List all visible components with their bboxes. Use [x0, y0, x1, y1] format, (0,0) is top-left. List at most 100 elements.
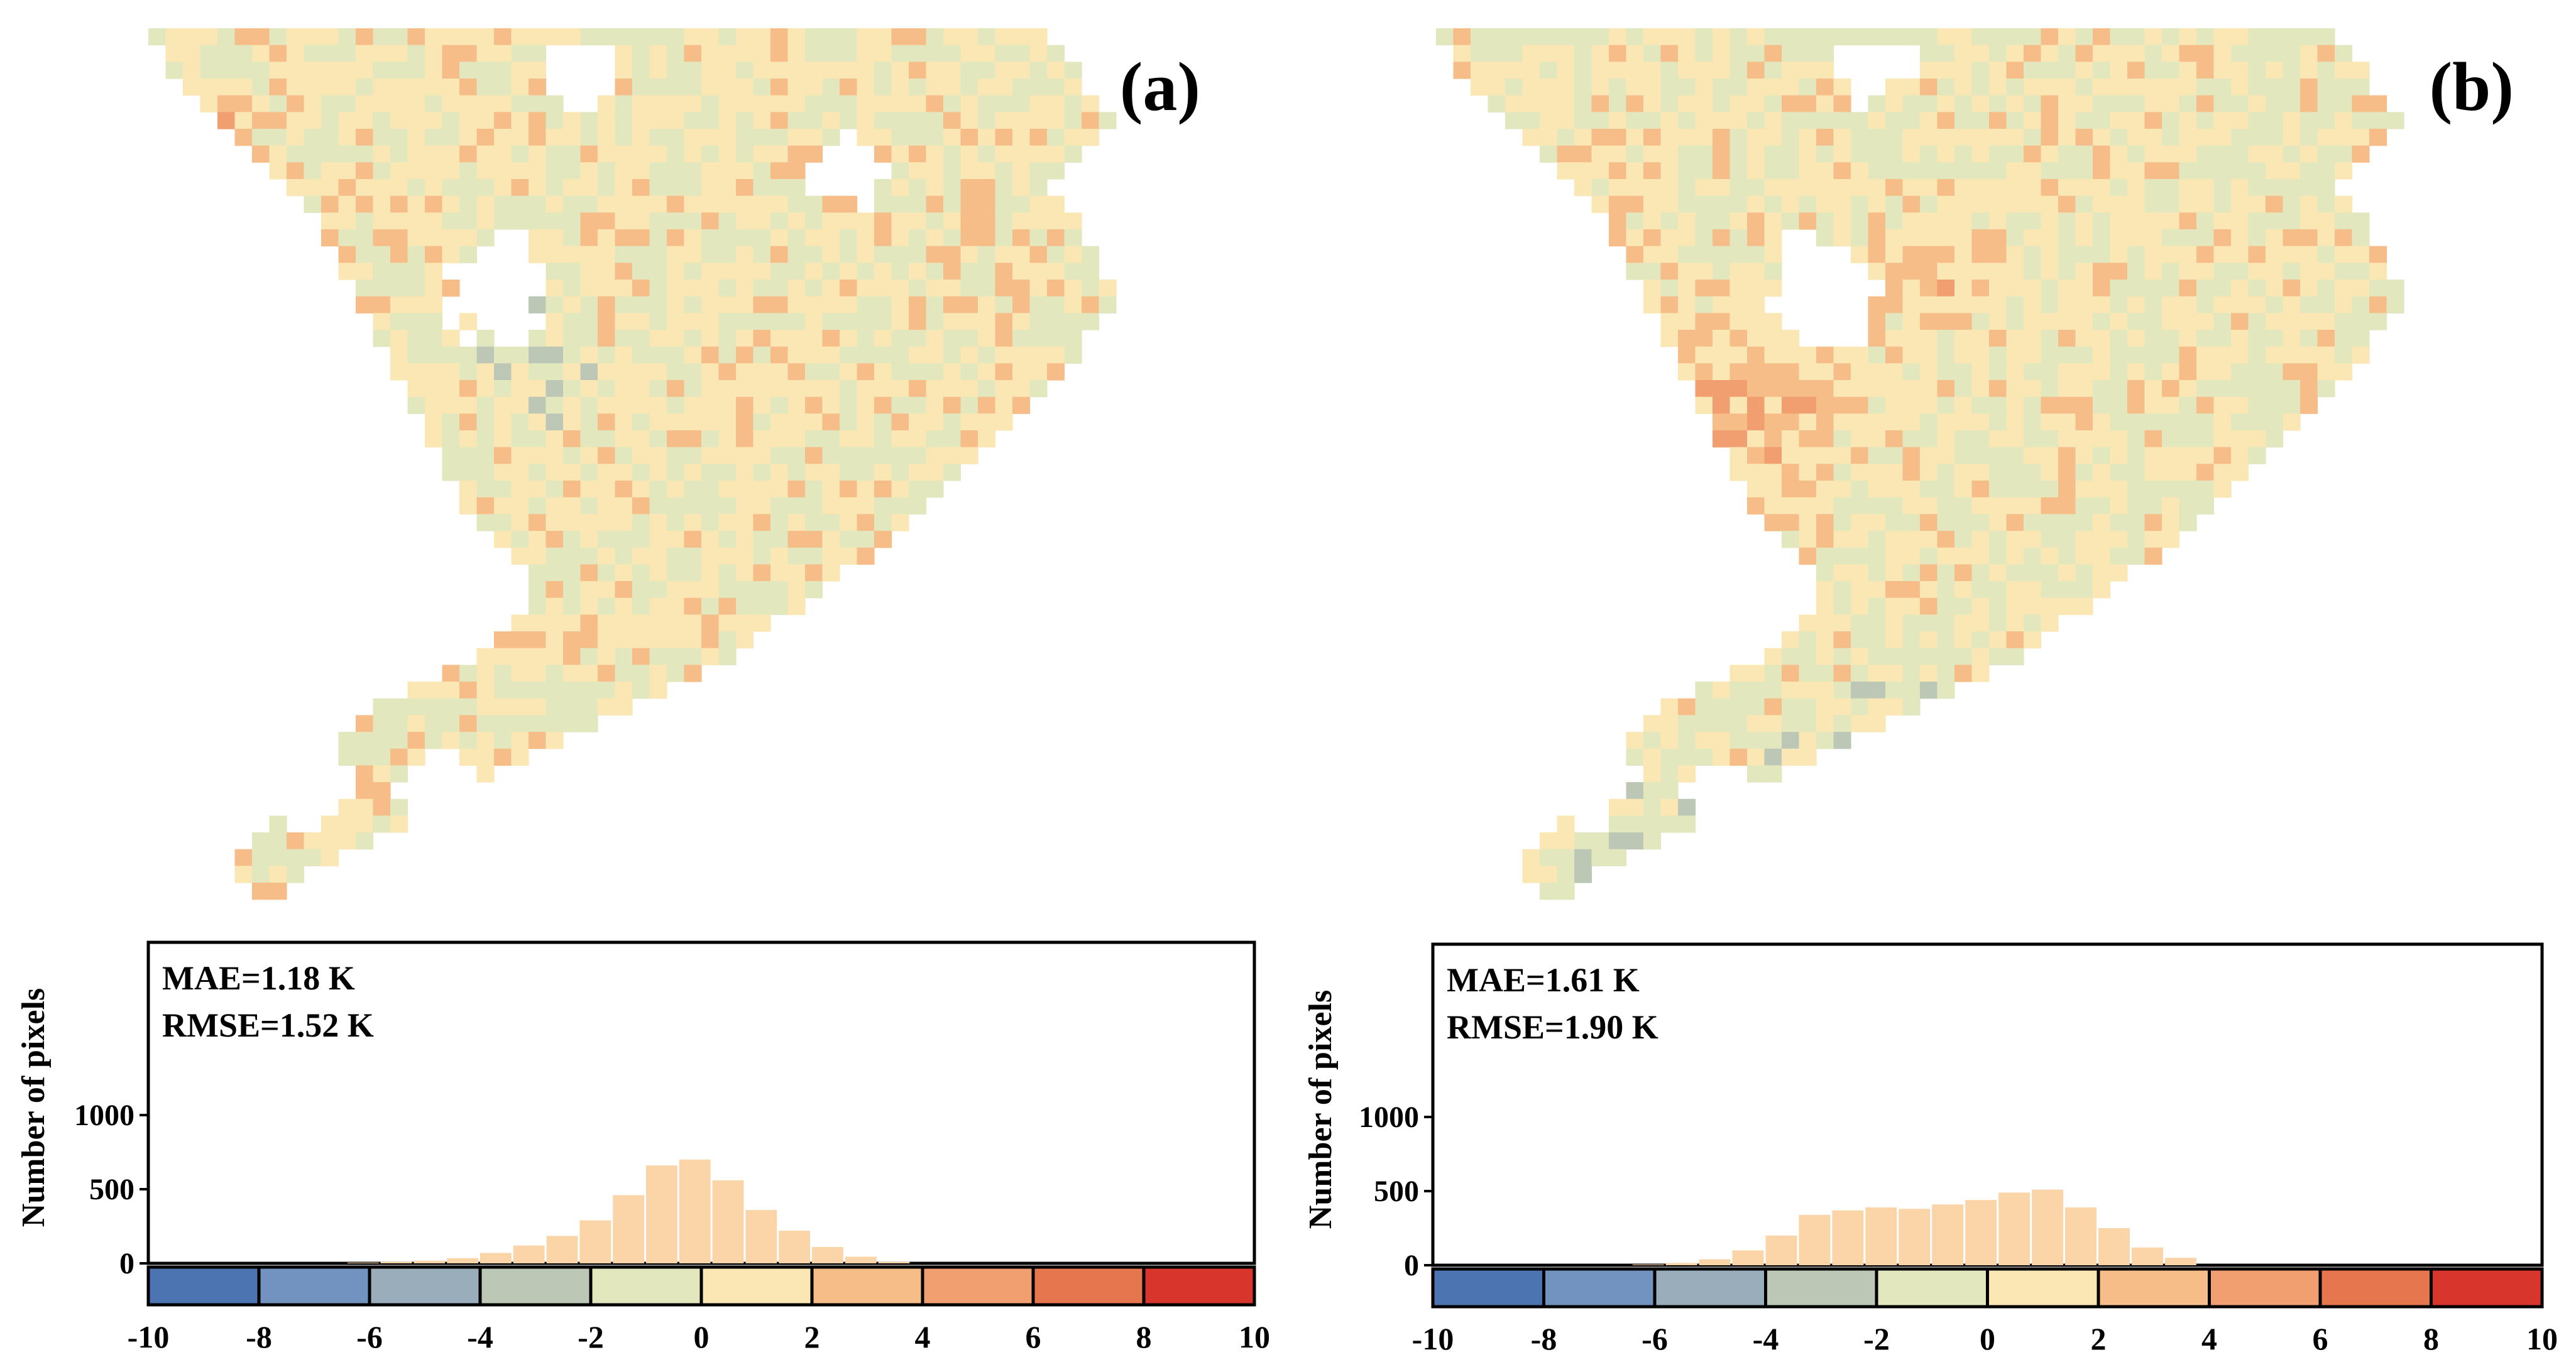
map-pixel — [1082, 296, 1100, 313]
map-pixel — [995, 263, 1013, 280]
map-pixel — [805, 413, 823, 431]
map-pixel — [2144, 79, 2162, 96]
map-pixel — [1713, 396, 1731, 414]
map-pixel — [718, 246, 737, 263]
map-pixel — [2075, 330, 2093, 347]
map-pixel — [1937, 330, 1955, 347]
map-pixel — [805, 531, 823, 548]
map-pixel — [545, 648, 564, 665]
map-pixel — [1920, 346, 1938, 364]
map-pixel — [2058, 296, 2076, 313]
map-pixel — [1540, 112, 1558, 129]
map-pixel — [978, 246, 996, 263]
map-pixel — [2213, 212, 2232, 230]
map-pixel — [494, 112, 512, 129]
map-pixel — [2041, 145, 2059, 163]
map-pixel — [1012, 380, 1031, 398]
map-pixel — [442, 229, 460, 247]
map-pixel — [1954, 481, 1973, 498]
xticks-a: -10 -8 -6 -4 -2 0 2 4 6 8 10 — [128, 1319, 1270, 1354]
map-pixel — [1902, 514, 1921, 531]
map-pixel — [649, 296, 667, 313]
map-pixel — [2266, 413, 2284, 431]
map-pixel — [563, 263, 581, 280]
map-pixel — [1029, 263, 1048, 280]
map-pixel — [2283, 330, 2301, 347]
map-pixel — [632, 447, 650, 464]
map-pixel — [857, 45, 875, 62]
map-pixel — [321, 129, 339, 146]
map-pixel — [511, 682, 529, 699]
map-pixel — [2179, 246, 2197, 263]
map-pixel — [1643, 229, 1662, 247]
map-pixel — [287, 179, 305, 197]
map-pixel — [787, 430, 806, 448]
map-pixel — [1885, 212, 1904, 230]
map-pixel — [753, 396, 771, 414]
map-pixel — [545, 95, 564, 112]
map-pixel — [736, 263, 754, 280]
map-pixel — [1833, 514, 1851, 531]
map-pixel — [2075, 79, 2093, 96]
map-pixel — [2075, 531, 2093, 548]
map-pixel — [494, 179, 512, 197]
map-pixel — [494, 45, 512, 62]
map-pixel — [1626, 79, 1644, 96]
map-pixel — [1099, 112, 1117, 129]
map-pixel — [252, 145, 270, 163]
map-pixel — [718, 531, 737, 548]
map-pixel — [874, 145, 892, 163]
map-pixel — [1971, 581, 1990, 599]
map-pixel — [1082, 129, 1100, 146]
map-pixel — [2127, 246, 2146, 263]
map-pixel — [2352, 79, 2370, 96]
map-pixel — [459, 665, 478, 682]
map-pixel — [753, 497, 771, 515]
map-pixel — [529, 179, 547, 197]
map-pixel — [1799, 179, 1817, 197]
map-pixel — [476, 179, 495, 197]
panel-label-a: (a) — [1120, 48, 1200, 125]
map-pixel — [1764, 682, 1782, 699]
map-pixel — [701, 212, 720, 230]
map-pixel — [1816, 363, 1834, 381]
map-pixel — [390, 162, 408, 180]
map-pixel — [217, 45, 236, 62]
map-pixel — [1833, 430, 1851, 448]
map-pixel — [2162, 79, 2180, 96]
map-pixel — [1626, 162, 1644, 180]
map-pixel — [1099, 280, 1117, 297]
map-pixel — [684, 229, 702, 247]
map-pixel — [1609, 79, 1627, 96]
map-pixel — [2024, 547, 2042, 565]
map-pixel — [1660, 782, 1679, 800]
xtick-label: 6 — [2313, 1321, 2328, 1356]
map-pixel — [2231, 363, 2249, 381]
map-pixel — [822, 531, 840, 548]
map-pixel — [943, 195, 962, 213]
map-pixel — [787, 280, 806, 297]
map-pixel — [1920, 413, 1938, 431]
xtick-label: 6 — [1026, 1319, 1041, 1354]
map-pixel — [874, 313, 892, 330]
map-pixel — [632, 481, 650, 498]
map-pixel — [770, 396, 789, 414]
map-pixel — [684, 581, 702, 599]
map-pixel — [1626, 145, 1644, 163]
map-pixel — [2110, 179, 2128, 197]
map-pixel — [753, 79, 771, 96]
map-pixel — [1799, 346, 1817, 364]
map-pixel — [701, 581, 720, 599]
map-pixel — [960, 313, 978, 330]
map-pixel — [529, 129, 547, 146]
map-pixel — [529, 112, 547, 129]
map-pixel — [1643, 145, 1662, 163]
map-pixel — [667, 195, 685, 213]
map-pixel — [2196, 396, 2215, 414]
map-pixel — [805, 363, 823, 381]
map-pixel — [580, 581, 598, 599]
map-pixel — [787, 296, 806, 313]
map-pixel — [1764, 45, 1782, 62]
map-pixel — [2093, 95, 2111, 112]
map-pixel — [926, 396, 944, 414]
